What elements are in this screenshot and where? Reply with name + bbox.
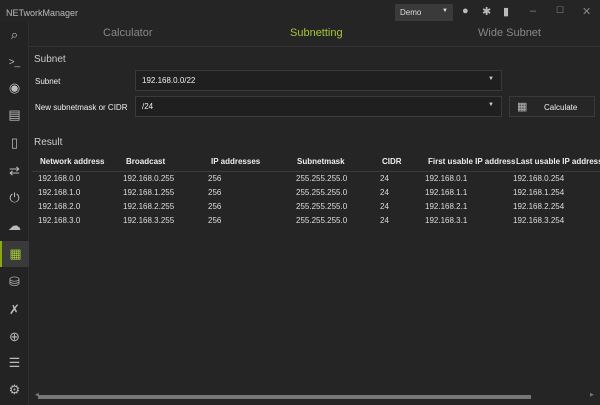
- cloud-search-icon[interactable]: ☁: [8, 218, 21, 233]
- table-cell: 192.168.1.1: [425, 188, 468, 197]
- calculator-icon[interactable]: ▦: [0, 241, 29, 267]
- scroll-right-icon[interactable]: ▶: [590, 392, 594, 398]
- table-cell: 192.168.1.254: [513, 188, 565, 197]
- book-icon[interactable]: ▮: [503, 6, 510, 18]
- settings-icon[interactable]: ⚙: [8, 382, 21, 397]
- table-cell: 192.168.3.0: [38, 216, 81, 225]
- table-cell: 192.168.0.254: [513, 174, 565, 183]
- plug-icon[interactable]: ✗: [9, 302, 20, 317]
- dashboard-icon[interactable]: ▤: [8, 107, 21, 122]
- calculate-button[interactable]: ▦ Calculate: [509, 96, 595, 117]
- table-cell: 192.168.0.255: [123, 174, 175, 183]
- maximize-icon[interactable]: ☐: [556, 5, 565, 15]
- table-cell: 192.168.3.255: [123, 216, 175, 225]
- app-title: NETworkManager: [6, 8, 79, 18]
- minimize-icon[interactable]: –: [530, 5, 537, 17]
- chevron-down-icon: ▼: [442, 8, 448, 14]
- power-icon[interactable]: ⏻: [9, 190, 20, 205]
- table-cell: 256: [208, 174, 222, 183]
- table-cell: 192.168.3.254: [513, 216, 565, 225]
- tab-subnetting[interactable]: Subnetting: [290, 27, 343, 39]
- table-cell: 24: [380, 202, 389, 211]
- github-icon[interactable]: ●: [462, 5, 469, 17]
- table-cell: 256: [208, 216, 222, 225]
- scroll-left-icon[interactable]: ◀: [35, 392, 39, 398]
- calculate-label: Calculate: [544, 103, 578, 112]
- search-icon[interactable]: ⌕: [10, 27, 19, 42]
- chevron-down-icon: ▼: [488, 76, 494, 82]
- table-cell: 192.168.1.0: [38, 188, 81, 197]
- table-cell: 24: [380, 216, 389, 225]
- table-cell: 192.168.1.255: [123, 188, 175, 197]
- subnet-value: 192.168.0.0/22: [142, 76, 196, 85]
- table-cell: 256: [208, 202, 222, 211]
- sidebar: ⌕ >_ ◉ ▤ ▯ ⇄ ⏻ ☁ ▦ ⛁ ✗ ⊕ ☰ ⚙: [0, 22, 29, 405]
- divider: [29, 46, 600, 47]
- eye-icon[interactable]: ◉: [8, 80, 21, 95]
- table-cell: 192.168.2.0: [38, 202, 81, 211]
- terminal-icon[interactable]: >_: [8, 56, 21, 68]
- table-cell: 255.255.255.0: [296, 216, 348, 225]
- list-icon[interactable]: ☰: [8, 355, 21, 370]
- horizontal-scrollbar[interactable]: [38, 395, 531, 399]
- cidr-value: /24: [142, 102, 154, 111]
- subnet-input[interactable]: 192.168.0.0/22 ▼: [135, 70, 502, 91]
- close-icon[interactable]: ✕: [582, 6, 592, 18]
- table-cell: 255.255.255.0: [296, 188, 348, 197]
- server-icon[interactable]: ▯: [10, 135, 19, 150]
- table-cell: 192.168.0.0: [38, 174, 81, 183]
- column-header[interactable]: Subnetmask: [297, 157, 345, 166]
- column-header[interactable]: Network address: [40, 157, 105, 166]
- tab-calculator[interactable]: Calculator: [103, 27, 153, 39]
- table-cell: 192.168.2.255: [123, 202, 175, 211]
- header-divider: [32, 171, 600, 172]
- chevron-down-icon: ▼: [488, 102, 494, 108]
- profile-select[interactable]: Demo ▼: [395, 4, 453, 21]
- tab-wide-subnet[interactable]: Wide Subnet: [478, 27, 541, 39]
- bug-icon[interactable]: ✱: [482, 6, 492, 18]
- column-header[interactable]: CIDR: [382, 157, 402, 166]
- table-cell: 256: [208, 188, 222, 197]
- column-header[interactable]: First usable IP address: [428, 157, 516, 166]
- cidr-label: New subnetmask or CIDR: [35, 103, 128, 112]
- table-cell: 24: [380, 188, 389, 197]
- table-cell: 192.168.0.1: [425, 174, 468, 183]
- table-cell: 255.255.255.0: [296, 174, 348, 183]
- result-title: Result: [34, 137, 63, 148]
- column-header[interactable]: Broadcast: [126, 157, 166, 166]
- column-header[interactable]: IP addresses: [211, 157, 261, 166]
- table-cell: 192.168.3.1: [425, 216, 468, 225]
- table-cell: 24: [380, 174, 389, 183]
- table-cell: 192.168.2.1: [425, 202, 468, 211]
- table-cell: 255.255.255.0: [296, 202, 348, 211]
- table-cell: 192.168.2.254: [513, 202, 565, 211]
- column-header[interactable]: Last usable IP address: [516, 157, 600, 166]
- calculator-icon: ▦: [517, 101, 528, 113]
- section-subnet: Subnet: [34, 54, 66, 65]
- subnet-label: Subnet: [35, 77, 61, 86]
- database-search-icon[interactable]: ⛁: [9, 274, 20, 289]
- transfer-icon[interactable]: ⇄: [9, 163, 20, 178]
- globe-icon[interactable]: ⊕: [9, 329, 20, 344]
- profile-value: Demo: [400, 8, 422, 17]
- cidr-input[interactable]: /24 ▼: [135, 96, 502, 117]
